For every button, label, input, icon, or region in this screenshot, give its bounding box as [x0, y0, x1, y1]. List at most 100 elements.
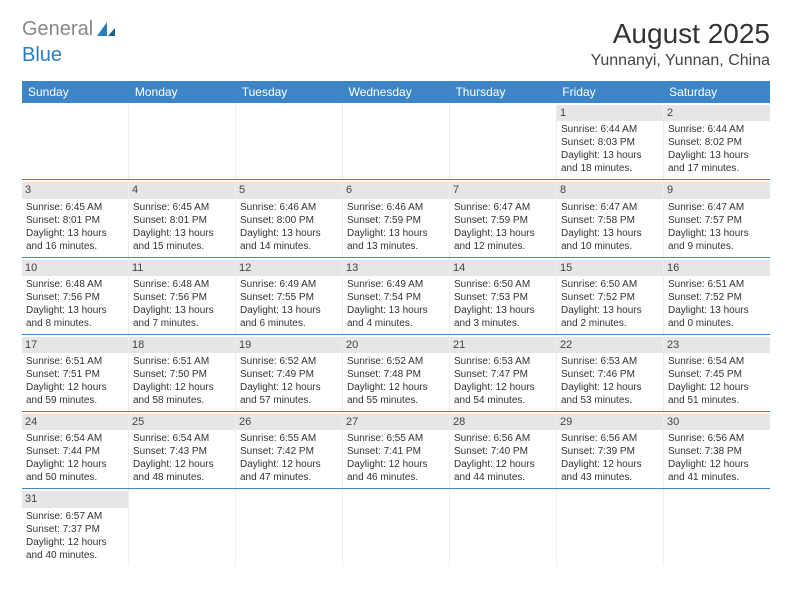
day-cell: 10Sunrise: 6:48 AMSunset: 7:56 PMDayligh… — [22, 258, 129, 334]
sunset-text: Sunset: 7:44 PM — [26, 445, 124, 458]
day-number — [450, 491, 556, 507]
day-number: 3 — [22, 182, 128, 198]
day-cell: 31Sunrise: 6:57 AMSunset: 7:37 PMDayligh… — [22, 489, 129, 565]
day-cell: 18Sunrise: 6:51 AMSunset: 7:50 PMDayligh… — [129, 335, 236, 411]
daylight-text: Daylight: 12 hours and 46 minutes. — [347, 458, 445, 484]
logo-text-2: Blue — [22, 44, 62, 67]
sunset-text: Sunset: 7:50 PM — [133, 368, 231, 381]
daylight-text: Daylight: 12 hours and 44 minutes. — [454, 458, 552, 484]
sunrise-text: Sunrise: 6:54 AM — [26, 432, 124, 445]
sunset-text: Sunset: 7:48 PM — [347, 368, 445, 381]
day-number: 5 — [236, 182, 342, 198]
day-header: Sunday — [22, 81, 129, 103]
sunrise-text: Sunrise: 6:46 AM — [347, 201, 445, 214]
daylight-text: Daylight: 12 hours and 54 minutes. — [454, 381, 552, 407]
day-number: 22 — [557, 337, 663, 353]
day-cell: 4Sunrise: 6:45 AMSunset: 8:01 PMDaylight… — [129, 180, 236, 256]
day-cell — [129, 103, 236, 179]
day-cell: 12Sunrise: 6:49 AMSunset: 7:55 PMDayligh… — [236, 258, 343, 334]
sunset-text: Sunset: 7:56 PM — [133, 291, 231, 304]
day-number — [236, 105, 342, 121]
day-number: 6 — [343, 182, 449, 198]
day-header: Friday — [556, 81, 663, 103]
day-cell — [450, 489, 557, 565]
day-number: 25 — [129, 414, 235, 430]
daylight-text: Daylight: 12 hours and 47 minutes. — [240, 458, 338, 484]
day-number — [343, 491, 449, 507]
sunset-text: Sunset: 7:37 PM — [26, 523, 124, 536]
sunrise-text: Sunrise: 6:56 AM — [454, 432, 552, 445]
day-number — [343, 105, 449, 121]
daylight-text: Daylight: 13 hours and 3 minutes. — [454, 304, 552, 330]
day-number: 13 — [343, 260, 449, 276]
sunset-text: Sunset: 7:59 PM — [454, 214, 552, 227]
sunset-text: Sunset: 8:01 PM — [26, 214, 124, 227]
sunset-text: Sunset: 7:47 PM — [454, 368, 552, 381]
day-number: 8 — [557, 182, 663, 198]
sunrise-text: Sunrise: 6:48 AM — [133, 278, 231, 291]
daylight-text: Daylight: 12 hours and 40 minutes. — [26, 536, 124, 562]
sunset-text: Sunset: 7:57 PM — [668, 214, 766, 227]
day-number — [129, 491, 235, 507]
day-cell: 22Sunrise: 6:53 AMSunset: 7:46 PMDayligh… — [557, 335, 664, 411]
sunset-text: Sunset: 7:55 PM — [240, 291, 338, 304]
sunset-text: Sunset: 7:51 PM — [26, 368, 124, 381]
daylight-text: Daylight: 12 hours and 53 minutes. — [561, 381, 659, 407]
sunrise-text: Sunrise: 6:48 AM — [26, 278, 124, 291]
logo: General — [22, 18, 117, 41]
day-number: 1 — [557, 105, 663, 121]
day-number: 27 — [343, 414, 449, 430]
day-number: 7 — [450, 182, 556, 198]
day-number: 4 — [129, 182, 235, 198]
day-number: 18 — [129, 337, 235, 353]
daylight-text: Daylight: 13 hours and 6 minutes. — [240, 304, 338, 330]
location: Yunnanyi, Yunnan, China — [591, 52, 770, 70]
sunset-text: Sunset: 7:41 PM — [347, 445, 445, 458]
sunrise-text: Sunrise: 6:47 AM — [454, 201, 552, 214]
day-number: 11 — [129, 260, 235, 276]
sunset-text: Sunset: 8:02 PM — [668, 136, 766, 149]
daylight-text: Daylight: 12 hours and 59 minutes. — [26, 381, 124, 407]
sunrise-text: Sunrise: 6:50 AM — [454, 278, 552, 291]
daylight-text: Daylight: 13 hours and 12 minutes. — [454, 227, 552, 253]
day-number: 21 — [450, 337, 556, 353]
daylight-text: Daylight: 12 hours and 57 minutes. — [240, 381, 338, 407]
sunrise-text: Sunrise: 6:56 AM — [561, 432, 659, 445]
sunrise-text: Sunrise: 6:56 AM — [668, 432, 766, 445]
page-title: August 2025 — [591, 18, 770, 50]
day-cell: 30Sunrise: 6:56 AMSunset: 7:38 PMDayligh… — [664, 412, 770, 488]
day-cell: 6Sunrise: 6:46 AMSunset: 7:59 PMDaylight… — [343, 180, 450, 256]
sunrise-text: Sunrise: 6:49 AM — [347, 278, 445, 291]
sunrise-text: Sunrise: 6:51 AM — [26, 355, 124, 368]
sunset-text: Sunset: 7:53 PM — [454, 291, 552, 304]
day-cell: 26Sunrise: 6:55 AMSunset: 7:42 PMDayligh… — [236, 412, 343, 488]
sunrise-text: Sunrise: 6:57 AM — [26, 510, 124, 523]
sunset-text: Sunset: 7:58 PM — [561, 214, 659, 227]
day-cell: 19Sunrise: 6:52 AMSunset: 7:49 PMDayligh… — [236, 335, 343, 411]
sunrise-text: Sunrise: 6:51 AM — [668, 278, 766, 291]
day-header: Tuesday — [236, 81, 343, 103]
daylight-text: Daylight: 13 hours and 14 minutes. — [240, 227, 338, 253]
sunrise-text: Sunrise: 6:46 AM — [240, 201, 338, 214]
sunrise-text: Sunrise: 6:52 AM — [240, 355, 338, 368]
week-row: 24Sunrise: 6:54 AMSunset: 7:44 PMDayligh… — [22, 412, 770, 489]
daylight-text: Daylight: 12 hours and 48 minutes. — [133, 458, 231, 484]
day-cell: 11Sunrise: 6:48 AMSunset: 7:56 PMDayligh… — [129, 258, 236, 334]
day-header: Wednesday — [343, 81, 450, 103]
daylight-text: Daylight: 13 hours and 8 minutes. — [26, 304, 124, 330]
daylight-text: Daylight: 12 hours and 58 minutes. — [133, 381, 231, 407]
sunset-text: Sunset: 7:38 PM — [668, 445, 766, 458]
daylight-text: Daylight: 13 hours and 17 minutes. — [668, 149, 766, 175]
day-cell — [129, 489, 236, 565]
day-number — [236, 491, 342, 507]
logo-text-1: General — [22, 18, 93, 41]
sunrise-text: Sunrise: 6:50 AM — [561, 278, 659, 291]
sunrise-text: Sunrise: 6:44 AM — [561, 123, 659, 136]
day-cell: 1Sunrise: 6:44 AMSunset: 8:03 PMDaylight… — [557, 103, 664, 179]
day-cell: 25Sunrise: 6:54 AMSunset: 7:43 PMDayligh… — [129, 412, 236, 488]
day-number: 29 — [557, 414, 663, 430]
daylight-text: Daylight: 13 hours and 4 minutes. — [347, 304, 445, 330]
sunrise-text: Sunrise: 6:54 AM — [133, 432, 231, 445]
sunrise-text: Sunrise: 6:44 AM — [668, 123, 766, 136]
day-cell: 15Sunrise: 6:50 AMSunset: 7:52 PMDayligh… — [557, 258, 664, 334]
